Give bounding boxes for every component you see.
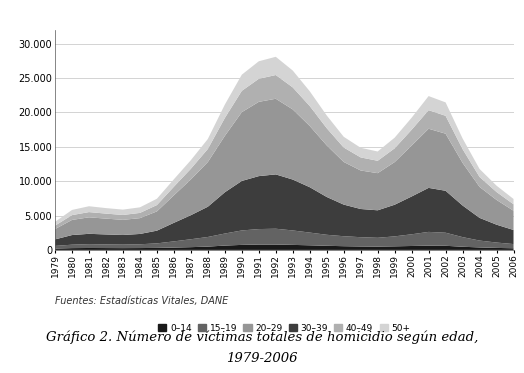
Legend: 0–14, 15–19, 20–29, 30–39, 40–49, 50+: 0–14, 15–19, 20–29, 30–39, 40–49, 50+ [155, 320, 414, 337]
Text: Gráfico 2. Número de víctimas totales de homicidio según edad,: Gráfico 2. Número de víctimas totales de… [46, 330, 478, 344]
Text: 1979-2006: 1979-2006 [226, 352, 298, 366]
Text: Fuentes: Estadísticas Vitales, DANE: Fuentes: Estadísticas Vitales, DANE [55, 296, 228, 306]
